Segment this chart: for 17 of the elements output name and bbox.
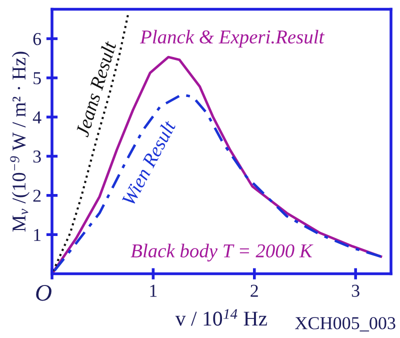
y-axis-title: M$_{v}$ /(10$^{−9}$ W / m² · Hz)	[10, 52, 30, 232]
x-tick-label: 1	[150, 284, 157, 297]
text: Jeans Result	[74, 40, 117, 138]
annotation: Black body T = 2000 K	[130, 244, 314, 262]
y-tick-label: 1	[34, 228, 40, 241]
x-axis-title: v / 10$^{14}$ Hz	[175, 309, 267, 326]
x-tick-label: O	[36, 284, 52, 301]
text: Wien Result	[121, 118, 176, 206]
series-label: Planck & Experi.Result	[140, 30, 325, 48]
y-tick-label: 5	[34, 72, 41, 84]
y-tick-label: 2	[33, 190, 41, 202]
y-tick-label: 3	[33, 150, 41, 163]
y-tick-label: 4	[32, 111, 42, 124]
x-tick-label: 2	[250, 284, 258, 297]
text: XCH005_003	[295, 317, 396, 332]
x-tick-label: 3	[352, 284, 360, 297]
y-tick-label: 6	[33, 32, 42, 46]
